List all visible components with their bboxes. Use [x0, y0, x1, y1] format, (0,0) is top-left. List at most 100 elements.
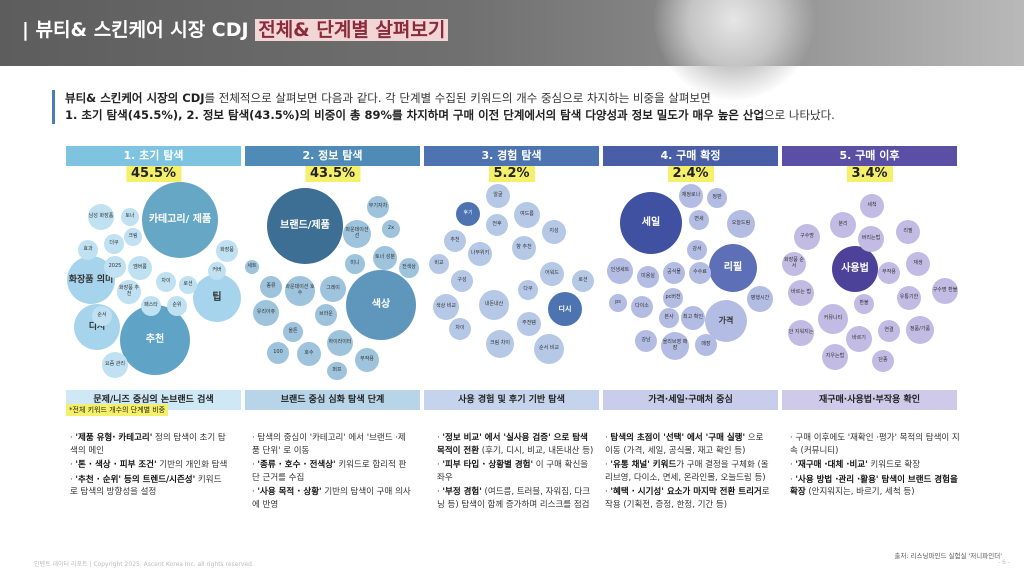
keyword-bubble: 엠버룸 — [128, 256, 152, 280]
keyword-bubble: 토너 — [121, 208, 139, 226]
keyword-bubble: 무기자차 — [367, 196, 389, 218]
keyword-bubble: 공식몰 — [663, 262, 685, 284]
description-bullet: · '혜택 · 시기성' 요소가 마지막 전환 트리거로 작용 (기획전, 증정… — [605, 487, 770, 510]
page-number: - 6 - — [998, 559, 1010, 566]
keyword-bubble: 단종 — [872, 350, 894, 372]
stage-header: 2. 정보 탐색 — [245, 146, 420, 166]
keyword-bubble: 추천 — [444, 230, 466, 252]
keyword-bubble: 전색상 — [399, 258, 419, 278]
keyword-bubble: 크림 — [124, 228, 142, 246]
stage-summary: 사용 경험 및 후기 기반 탐색 — [424, 390, 599, 410]
stage-header: 1. 초기 탐색 — [66, 146, 241, 166]
keyword-bubble: 색상 비교 — [433, 294, 459, 320]
description-bullet: · 탐색의 초점이 '선택' 에서 '구매 실행' 으로 이동 (가격, 세일,… — [605, 433, 764, 456]
description-bullet: · '추천 · 순위' 등의 트렌드/시즌성' 키워드로 탐색의 방향성을 설정 — [70, 474, 222, 498]
keyword-bubble: 디시 — [548, 292, 582, 326]
keyword-bubble: 바르기 — [846, 326, 872, 352]
stage-description-2: · 탐색의 중심이 '카테고리' 에서 '브랜드 ·제품 단위' 로 이동 · … — [252, 432, 412, 513]
keyword-bubble: 최고 확인 — [681, 306, 705, 330]
keyword-bubble: 순서 — [92, 306, 112, 326]
keyword-bubble: 바르는 법 — [788, 280, 814, 306]
keyword-bubble: 지우는법 — [822, 344, 848, 370]
keyword-bubble: 더쿠 — [104, 234, 124, 254]
keyword-bubble: 화장품 추천 — [117, 280, 141, 304]
keyword-bubble: 전후 — [486, 214, 508, 236]
keyword-bubble: 색상 — [346, 270, 416, 340]
stage-column-2: 2. 정보 탐색 43.5% 브랜드/제품 색상 무기자차 파운데이션 선 2x… — [245, 146, 420, 518]
description-bullet: · 탐색의 중심이 '카테고리' 에서 '브랜드 ·제품 단위' 로 이동 — [252, 433, 406, 456]
keyword-bubbles: 3.4% 사용법 세척 분리 구수명 버리는법 리필 화장품 순서 재생 부작용… — [782, 166, 958, 380]
keyword-bubble: 화장품 — [216, 240, 238, 262]
keyword-bubble: 퍼프 — [327, 362, 347, 380]
keyword-bubble: 커버 — [208, 262, 226, 280]
stage-description-5: · 구매 이후에도 '재확인 ·평가' 목적의 탐색이 지속 (커뮤니티) · … — [790, 432, 962, 501]
keyword-bubble: 구수명 — [794, 224, 820, 250]
keyword-bubbles: 5.2% 알굴 후기 여드름 전후 지성 추천 나무위키 향 추천 비교 어워드… — [424, 166, 599, 380]
keyword-bubble: 사용법 — [832, 246, 878, 292]
description-bullet: · '사용 목적 · 상황' 기반의 탐색이 구매 의사에 반영 — [252, 487, 411, 510]
keyword-bubble: 지성 — [542, 220, 566, 244]
keyword-bubble: 카테고리/ 제품 — [142, 182, 218, 258]
keyword-bubble: 구수명 환불 — [932, 278, 958, 304]
intro-line2: 으로 나타났다. — [764, 108, 835, 122]
keyword-bubble: 세일 — [620, 192, 682, 254]
stage-column-5: 5. 구매 이후 3.4% 사용법 세척 분리 구수명 버리는법 리필 화장품 … — [782, 146, 958, 518]
keyword-bubble: 요즘 관리 — [102, 352, 128, 378]
page-title-prefix: | 뷰티& 스킨케어 시장 CDJ — [22, 19, 256, 41]
stage-header: 4. 구매 확정 — [603, 146, 778, 166]
keyword-bubble: 파운데이션 선 — [343, 220, 371, 248]
keyword-bubble: 세척 — [860, 194, 884, 218]
intro-line1-bold: 뷰티& 스킨케어 시장의 CDJ — [65, 91, 205, 105]
keyword-bubble: 다이소 — [631, 296, 653, 318]
header-banner — [0, 0, 1024, 100]
keyword-bubble: 주전템 — [517, 312, 541, 336]
keyword-bubble: 알굴 — [486, 184, 510, 208]
stage-percentage: 5.2% — [488, 166, 535, 182]
keyword-bubble: 브랜드/제품 — [267, 188, 343, 264]
keyword-bubble: 구성 — [451, 270, 473, 292]
stage-summary: 가격·세일·구매처 중심 — [603, 390, 778, 410]
keyword-bubble: 미니 — [345, 254, 365, 274]
keyword-bubble: 하이라이터 — [327, 330, 353, 356]
keyword-bubble: 부작용 — [355, 348, 379, 372]
keyword-bubble: 후기 — [456, 202, 480, 226]
keyword-bubble: 남성 화장품 — [88, 204, 114, 230]
keyword-bubble: 추천 — [120, 305, 190, 375]
keyword-bubble: 올리브영 매장 — [661, 332, 689, 360]
keyword-bubble: 인생세트 — [607, 258, 633, 284]
description-bullet: · '유통 채널' 키워드가 구매 결정을 구체화 (올리브영, 다이소, 면세… — [605, 460, 769, 483]
keyword-bubble: 면세 — [689, 210, 709, 230]
source-note: 출처: 리스닝마인드 실험실 '저니파인더' — [894, 552, 1002, 560]
keyword-bubble: 팁 — [193, 274, 241, 322]
keyword-bubble: 향 추천 — [512, 236, 536, 260]
keyword-bubble: 강남 — [635, 330, 657, 352]
keyword-bubble: 순서 비교 — [534, 334, 564, 364]
keyword-bubble: 정품/가품 — [906, 316, 934, 344]
keyword-bubble: 어워드 — [540, 262, 564, 286]
keyword-bubble: 가격 — [705, 300, 747, 342]
keyword-bubble: 크림 차이 — [486, 330, 514, 358]
keyword-bubble: 정판 — [707, 188, 727, 208]
keyword-bubble: 본사 — [659, 308, 679, 328]
stage-description-3: · '정보 비교' 에서 '실사용 검증' 으로 탐색 목적이 전환 (후기, … — [437, 432, 595, 513]
intro-text: 뷰티& 스킨케어 시장의 CDJ를 전체적으로 살펴보면 다음과 같다. 각 단… — [52, 90, 1002, 124]
page-title: | 뷰티& 스킨케어 시장 CDJ 전체& 단계별 살펴보기 — [22, 15, 449, 42]
page-title-highlight: 전체& 단계별 살펴보기 — [255, 19, 449, 41]
stage-summary: 재구매·사용법·부작용 확인 — [782, 390, 957, 410]
keyword-bubble: 부작용 — [878, 262, 900, 284]
keyword-bubble: ps — [609, 294, 627, 312]
keyword-bubble: 오늘드림 — [727, 210, 755, 238]
keyword-bubble: 수수료 — [689, 262, 711, 284]
keyword-bubble: 나무위키 — [468, 242, 492, 266]
keyword-bubble: 세트 — [245, 260, 259, 274]
keyword-bubble: 유리아쥬 — [253, 300, 279, 326]
banner-decoration — [654, 0, 814, 100]
keyword-bubble: 비교 — [429, 254, 449, 274]
keyword-bubble: 화장품 순서 — [782, 252, 806, 276]
stage-description-4: · 탐색의 초점이 '선택' 에서 '구매 실행' 으로 이동 (가격, 세일,… — [605, 432, 770, 513]
stage-percentage: 45.5% — [125, 166, 182, 182]
keyword-bubble: 안 지워지는 — [788, 320, 814, 346]
stage-percentage: 3.4% — [846, 166, 893, 182]
keyword-bubble: 재정로나 — [679, 184, 703, 208]
description-bullet: · '정보 비교' 에서 '실사용 검증' 으로 탐색 목적이 전환 (후기, … — [437, 433, 594, 456]
